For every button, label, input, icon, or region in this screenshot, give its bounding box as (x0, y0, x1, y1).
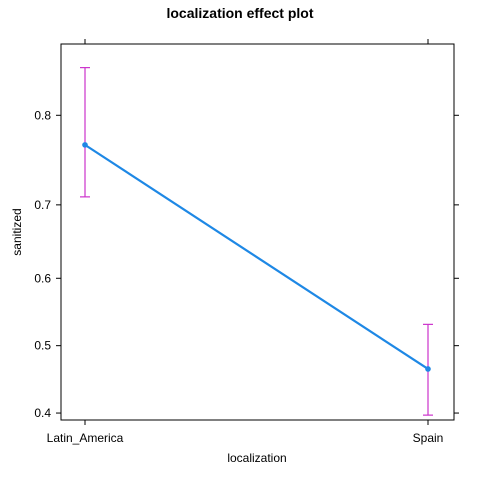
data-point (82, 142, 88, 148)
y-tick-label: 0.6 (34, 271, 51, 285)
y-tick-label: 0.4 (34, 406, 51, 420)
x-axis-label: localization (227, 451, 286, 465)
chart-title: localization effect plot (166, 5, 313, 21)
data-point (425, 366, 431, 372)
y-tick-label: 0.5 (34, 339, 51, 353)
plot-marks: 0.4 0.5 0.6 0.7 0.8 Latin_America Spain (34, 39, 459, 445)
plot-frame (60, 43, 455, 421)
y-axis-label: sanitized (10, 208, 24, 255)
x-tick-label: Latin_America (47, 431, 124, 445)
x-tick-label: Spain (413, 431, 444, 445)
effect-line (84, 143, 429, 370)
y-tick-label: 0.7 (34, 198, 51, 212)
y-tick-label: 0.8 (34, 108, 51, 122)
